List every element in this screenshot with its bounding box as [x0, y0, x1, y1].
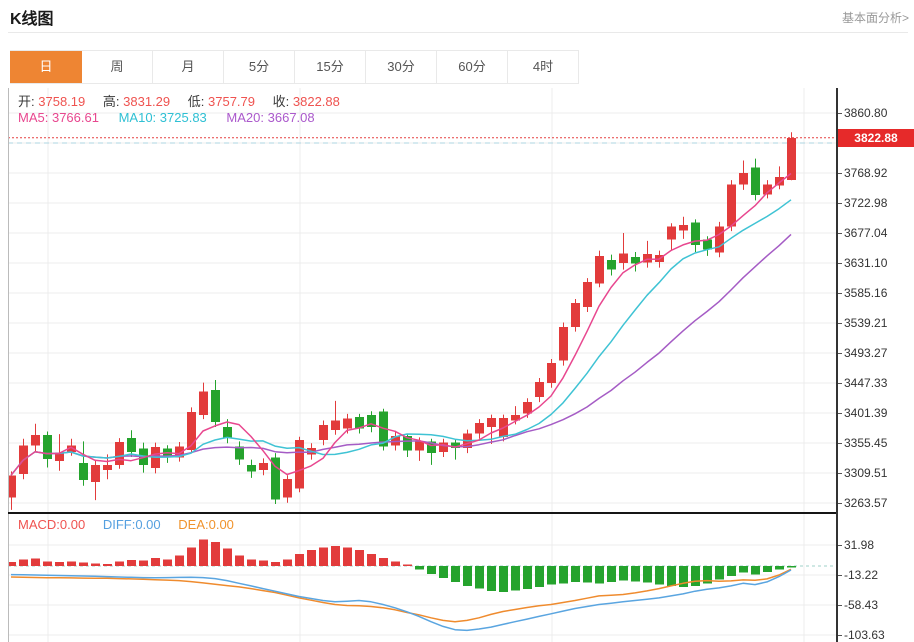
axis-tick: 3585.16	[836, 285, 887, 301]
axis-tick: 3263.57	[836, 495, 887, 511]
tab-60min[interactable]: 60分	[437, 51, 508, 83]
high-value: 3831.29	[123, 94, 171, 109]
close-label: 收:	[272, 94, 290, 109]
macd-item: MACD:0.00	[18, 517, 86, 532]
axis-tick: 3401.39	[836, 405, 887, 421]
diff-item: DIFF:0.00	[102, 517, 161, 532]
ma20-item: MA20: 3667.08	[226, 110, 315, 125]
axis-tick: 3860.80	[836, 105, 887, 121]
tab-4hour[interactable]: 4时	[508, 51, 579, 83]
axis-tick: 3309.51	[836, 465, 887, 481]
tab-15min[interactable]: 15分	[295, 51, 366, 83]
header-divider	[8, 32, 908, 33]
tab-5min[interactable]: 5分	[224, 51, 295, 83]
axis-tick: -103.63	[836, 627, 885, 642]
low-value: 3757.79	[208, 94, 255, 109]
axis-tick: 3631.10	[836, 255, 887, 271]
axis-tick: 3493.27	[836, 345, 887, 361]
open-label: 开:	[18, 94, 35, 109]
axis-tick: 3355.45	[836, 435, 887, 451]
tab-week[interactable]: 周	[82, 51, 153, 83]
axis-tick: 3722.98	[836, 195, 887, 211]
panel-separator	[8, 512, 836, 514]
chart-border-left	[8, 88, 9, 642]
ma-bar: MA5: 3766.61 MA10: 3725.83 MA20: 3667.08	[18, 110, 315, 125]
ma5-item: MA5: 3766.61	[18, 110, 99, 125]
macd-indicator-chart[interactable]	[8, 514, 836, 642]
close-value: 3822.88	[292, 94, 340, 109]
fundamental-analysis-link[interactable]: 基本面分析>	[841, 11, 909, 25]
axis-tick: -13.22	[836, 567, 878, 583]
axis-tick: 31.98	[836, 537, 874, 553]
chart-axis-line	[836, 88, 838, 642]
quote-bar: 开: 3758.19 高: 3831.29 低: 3757.79 收: 3822…	[18, 91, 354, 110]
axis-tick: 3539.21	[836, 315, 887, 331]
tab-month[interactable]: 月	[153, 51, 224, 83]
macd-bar: MACD:0.00 DIFF:0.00 DEA:0.00	[18, 517, 234, 532]
tab-day[interactable]: 日	[10, 51, 82, 83]
period-tab-strip: 日周月 5分 15分 30分 60分 4时	[10, 50, 579, 84]
low-label: 低:	[187, 94, 205, 109]
dea-item: DEA:0.00	[178, 517, 234, 532]
axis-tick: 3677.04	[836, 225, 887, 241]
axis-tick: 3447.33	[836, 375, 887, 391]
page-title: K线图	[10, 11, 54, 28]
ma10-item: MA10: 3725.83	[118, 110, 207, 125]
open-value: 3758.19	[38, 94, 86, 109]
main-candlestick-chart[interactable]	[8, 88, 836, 513]
axis-tick: -58.43	[836, 597, 878, 613]
axis-tick: 3768.92	[836, 165, 887, 181]
tab-30min[interactable]: 30分	[366, 51, 437, 83]
current-price-badge: 3822.88	[838, 129, 914, 147]
high-label: 高:	[102, 94, 120, 109]
